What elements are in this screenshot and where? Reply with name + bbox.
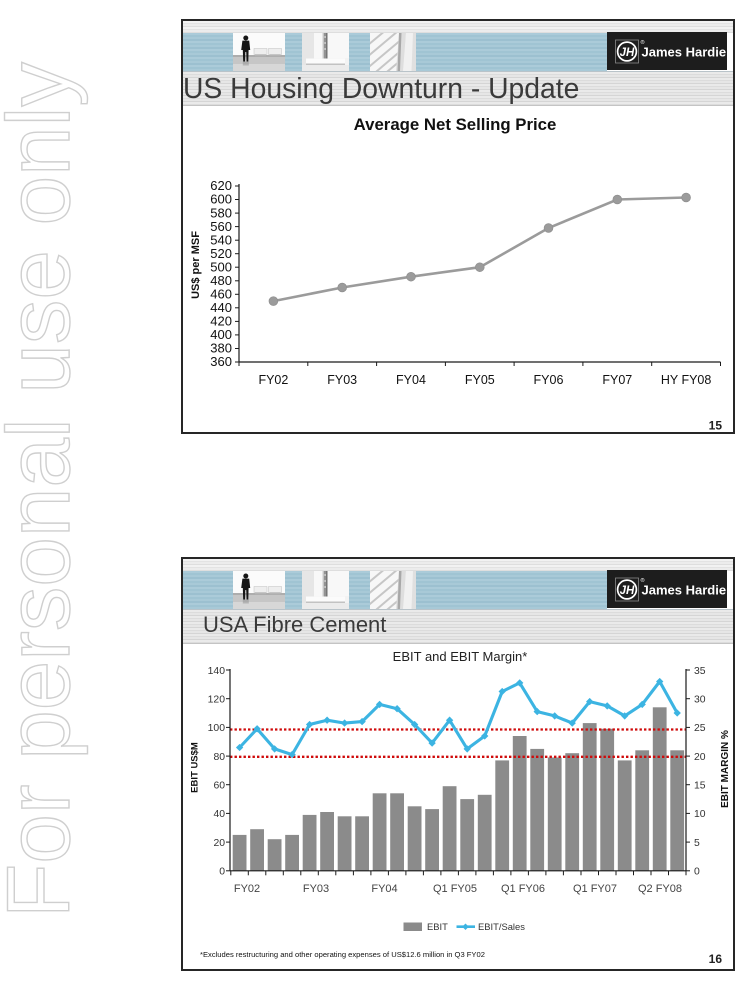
svg-text:Q2 FY08: Q2 FY08 [638,883,682,895]
svg-text:60: 60 [213,781,225,792]
svg-text:FY02: FY02 [234,883,260,895]
svg-text:®: ® [641,577,645,584]
svg-text:Average Net Selling Price: Average Net Selling Price [354,115,557,134]
svg-text:0: 0 [219,867,225,878]
svg-text:40: 40 [213,809,225,820]
svg-text:FY03: FY03 [327,373,357,387]
svg-text:460: 460 [210,287,232,302]
svg-text:*Excludes restructuring and ot: *Excludes restructuring and other operat… [200,950,485,959]
svg-text:JH: JH [620,47,635,59]
svg-text:120: 120 [208,695,226,706]
svg-text:EBIT: EBIT [427,921,448,932]
svg-text:Q1 FY06: Q1 FY06 [501,883,545,895]
svg-text:EBIT US$M: EBIT US$M [190,742,201,793]
svg-text:FY04: FY04 [371,883,397,895]
svg-text:80: 80 [213,752,225,763]
svg-text:EBIT/Sales: EBIT/Sales [478,921,525,932]
svg-text:480: 480 [210,273,232,288]
svg-text:®: ® [641,39,645,46]
svg-text:EBIT MARGIN %: EBIT MARGIN % [720,730,731,808]
svg-text:FY05: FY05 [465,373,495,387]
svg-text:FY06: FY06 [534,373,564,387]
svg-text:5: 5 [694,838,700,849]
svg-text:15: 15 [694,781,706,792]
svg-text:100: 100 [208,723,226,734]
svg-text:FY04: FY04 [396,373,426,387]
svg-text:EBIT and EBIT Margin*: EBIT and EBIT Margin* [393,649,528,664]
svg-text:James Hardie: James Hardie [642,582,727,597]
svg-text:35: 35 [694,666,706,677]
svg-text:30: 30 [694,695,706,706]
svg-text:20: 20 [694,752,706,763]
svg-text:420: 420 [210,314,232,329]
svg-text:0: 0 [694,867,700,878]
svg-text:400: 400 [210,327,232,342]
svg-text:FY03: FY03 [303,883,329,895]
svg-text:James Hardie: James Hardie [642,44,727,59]
svg-text:140: 140 [208,666,226,677]
svg-text:10: 10 [694,809,706,820]
svg-text:380: 380 [210,341,232,356]
svg-text:HY FY08: HY FY08 [661,373,712,387]
svg-text:FY07: FY07 [602,373,632,387]
svg-text:600: 600 [210,192,232,207]
svg-text:360: 360 [210,354,232,369]
svg-text:25: 25 [694,723,706,734]
svg-text:620: 620 [210,178,232,193]
svg-text:US$ per MSF: US$ per MSF [190,231,202,299]
svg-text:540: 540 [210,232,232,247]
svg-text:580: 580 [210,205,232,220]
svg-text:500: 500 [210,259,232,274]
svg-text:Q1 FY05: Q1 FY05 [433,883,477,895]
svg-text:440: 440 [210,300,232,315]
svg-text:560: 560 [210,219,232,234]
svg-text:FY02: FY02 [258,373,288,387]
svg-text:Q1 FY07: Q1 FY07 [573,883,617,895]
svg-text:JH: JH [620,585,635,597]
svg-text:520: 520 [210,246,232,261]
svg-text:15: 15 [709,419,723,433]
svg-text:20: 20 [213,838,225,849]
svg-text:16: 16 [709,952,723,966]
